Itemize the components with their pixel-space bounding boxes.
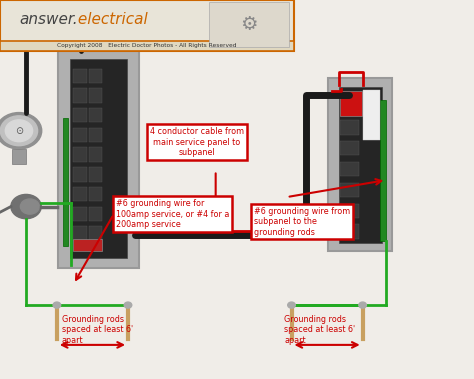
FancyBboxPatch shape <box>73 167 87 182</box>
FancyBboxPatch shape <box>73 239 102 251</box>
FancyBboxPatch shape <box>73 207 87 221</box>
FancyBboxPatch shape <box>340 204 359 218</box>
FancyBboxPatch shape <box>89 108 102 122</box>
FancyBboxPatch shape <box>340 183 359 197</box>
Text: answer.: answer. <box>19 12 78 27</box>
FancyBboxPatch shape <box>58 48 139 268</box>
Text: Grounding rods
spaced at least 6'
apart: Grounding rods spaced at least 6' apart <box>62 315 133 345</box>
Circle shape <box>5 120 33 142</box>
Text: ⊙: ⊙ <box>15 126 23 136</box>
Circle shape <box>0 116 37 146</box>
Text: Grounding rods
spaced at least 6'
apart: Grounding rods spaced at least 6' apart <box>284 315 356 345</box>
Text: electrical: electrical <box>73 12 148 27</box>
FancyBboxPatch shape <box>73 69 87 83</box>
FancyBboxPatch shape <box>12 149 26 164</box>
FancyBboxPatch shape <box>339 87 382 243</box>
FancyBboxPatch shape <box>209 2 289 47</box>
FancyBboxPatch shape <box>340 141 359 155</box>
FancyBboxPatch shape <box>89 88 102 103</box>
FancyBboxPatch shape <box>89 69 102 83</box>
Circle shape <box>288 302 295 308</box>
FancyBboxPatch shape <box>73 226 87 241</box>
Text: ⚙: ⚙ <box>240 15 257 34</box>
FancyBboxPatch shape <box>73 187 87 201</box>
Text: 4 conductor cable from
main service panel to
subpanel: 4 conductor cable from main service pane… <box>150 127 244 157</box>
FancyBboxPatch shape <box>73 108 87 122</box>
FancyBboxPatch shape <box>340 91 362 116</box>
FancyBboxPatch shape <box>73 147 87 162</box>
FancyBboxPatch shape <box>63 118 68 246</box>
Circle shape <box>11 194 41 219</box>
FancyBboxPatch shape <box>328 78 392 251</box>
FancyBboxPatch shape <box>89 207 102 221</box>
FancyBboxPatch shape <box>89 187 102 201</box>
FancyBboxPatch shape <box>89 128 102 142</box>
Circle shape <box>124 302 132 308</box>
Circle shape <box>0 113 42 149</box>
FancyBboxPatch shape <box>340 162 359 176</box>
Text: #6 grounding wire from
subpanel to the
grounding rods: #6 grounding wire from subpanel to the g… <box>254 207 350 236</box>
Text: Copyright 2008   Electric Doctor Photos - All Rights Reserved: Copyright 2008 Electric Doctor Photos - … <box>57 43 237 49</box>
FancyBboxPatch shape <box>0 0 294 51</box>
Circle shape <box>359 302 366 308</box>
FancyBboxPatch shape <box>340 224 359 239</box>
FancyBboxPatch shape <box>89 147 102 162</box>
Text: #6 grounding wire for
100amp service, or #4 for a
200amp service: #6 grounding wire for 100amp service, or… <box>116 199 229 229</box>
Circle shape <box>53 302 61 308</box>
FancyBboxPatch shape <box>380 100 386 241</box>
Circle shape <box>20 199 39 214</box>
FancyBboxPatch shape <box>89 167 102 182</box>
FancyBboxPatch shape <box>0 41 294 51</box>
FancyBboxPatch shape <box>73 88 87 103</box>
FancyBboxPatch shape <box>73 128 87 142</box>
FancyBboxPatch shape <box>363 90 380 140</box>
FancyBboxPatch shape <box>340 120 359 135</box>
FancyBboxPatch shape <box>89 226 102 241</box>
FancyBboxPatch shape <box>70 59 127 258</box>
